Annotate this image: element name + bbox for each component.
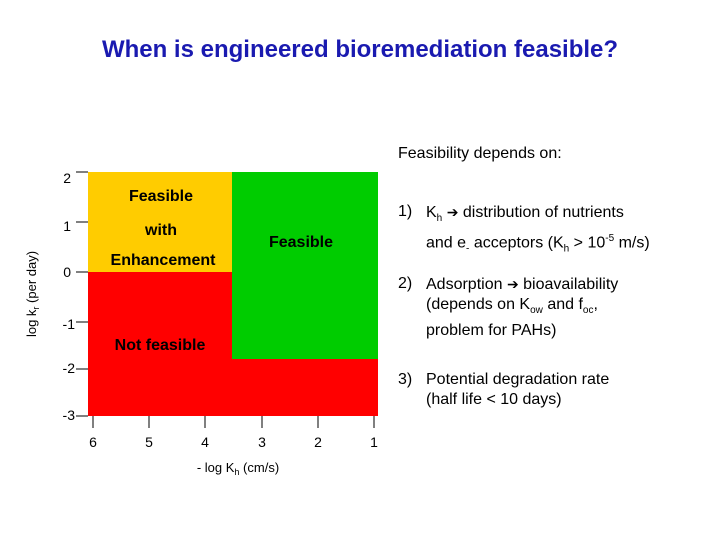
y-tick-label: 2 bbox=[63, 170, 71, 186]
note-number: 3) bbox=[398, 371, 413, 388]
region-label-feasible-with-enhancement-line3: Enhancement bbox=[111, 252, 217, 269]
x-tick-label: 5 bbox=[145, 434, 153, 450]
region-feasible-with-enhancement bbox=[88, 172, 232, 272]
page-title: When is engineered bioremediation feasib… bbox=[101, 36, 619, 63]
x-tick-label: 3 bbox=[258, 434, 266, 450]
x-tick-label: 4 bbox=[201, 434, 209, 450]
note-number: 1) bbox=[398, 203, 413, 220]
x-axis-label: - log Kh (cm/s) bbox=[197, 460, 279, 477]
region-label-feasible: Feasible bbox=[269, 234, 333, 251]
x-axis: 6 5 4 3 2 1 bbox=[89, 416, 378, 450]
note-item-degradation: 3) Potential degradation rate (half life… bbox=[398, 371, 610, 408]
note-item-adsorption: 2) Adsorption ➔ bioavailability (depends… bbox=[398, 275, 619, 340]
region-label-feasible-with-enhancement-line1: Feasible bbox=[129, 188, 193, 205]
x-tick-label: 2 bbox=[314, 434, 322, 450]
region-feasible bbox=[232, 172, 378, 359]
y-tick-label: -3 bbox=[63, 407, 76, 423]
y-tick-label: 0 bbox=[63, 264, 71, 280]
notes-heading: Feasibility depends on: bbox=[398, 145, 562, 162]
y-tick-label: 1 bbox=[63, 218, 71, 234]
region-label-feasible-with-enhancement-line2: with bbox=[144, 222, 177, 239]
y-tick-label: -1 bbox=[63, 316, 76, 332]
x-tick-label: 6 bbox=[89, 434, 97, 450]
arrow-right-icon: ➔ bbox=[506, 276, 519, 292]
arrow-right-icon: ➔ bbox=[446, 204, 459, 220]
y-axis: 2 1 0 -1 -2 -3 bbox=[63, 170, 88, 423]
x-tick-label: 1 bbox=[370, 434, 378, 450]
note-number: 2) bbox=[398, 275, 413, 292]
y-axis-label: log kr (per day) bbox=[24, 251, 41, 337]
y-tick-label: -2 bbox=[63, 360, 76, 376]
region-label-not-feasible: Not feasible bbox=[115, 337, 206, 354]
note-item-kh: 1) Kh ➔ distribution of nutrients and e-… bbox=[398, 203, 650, 255]
